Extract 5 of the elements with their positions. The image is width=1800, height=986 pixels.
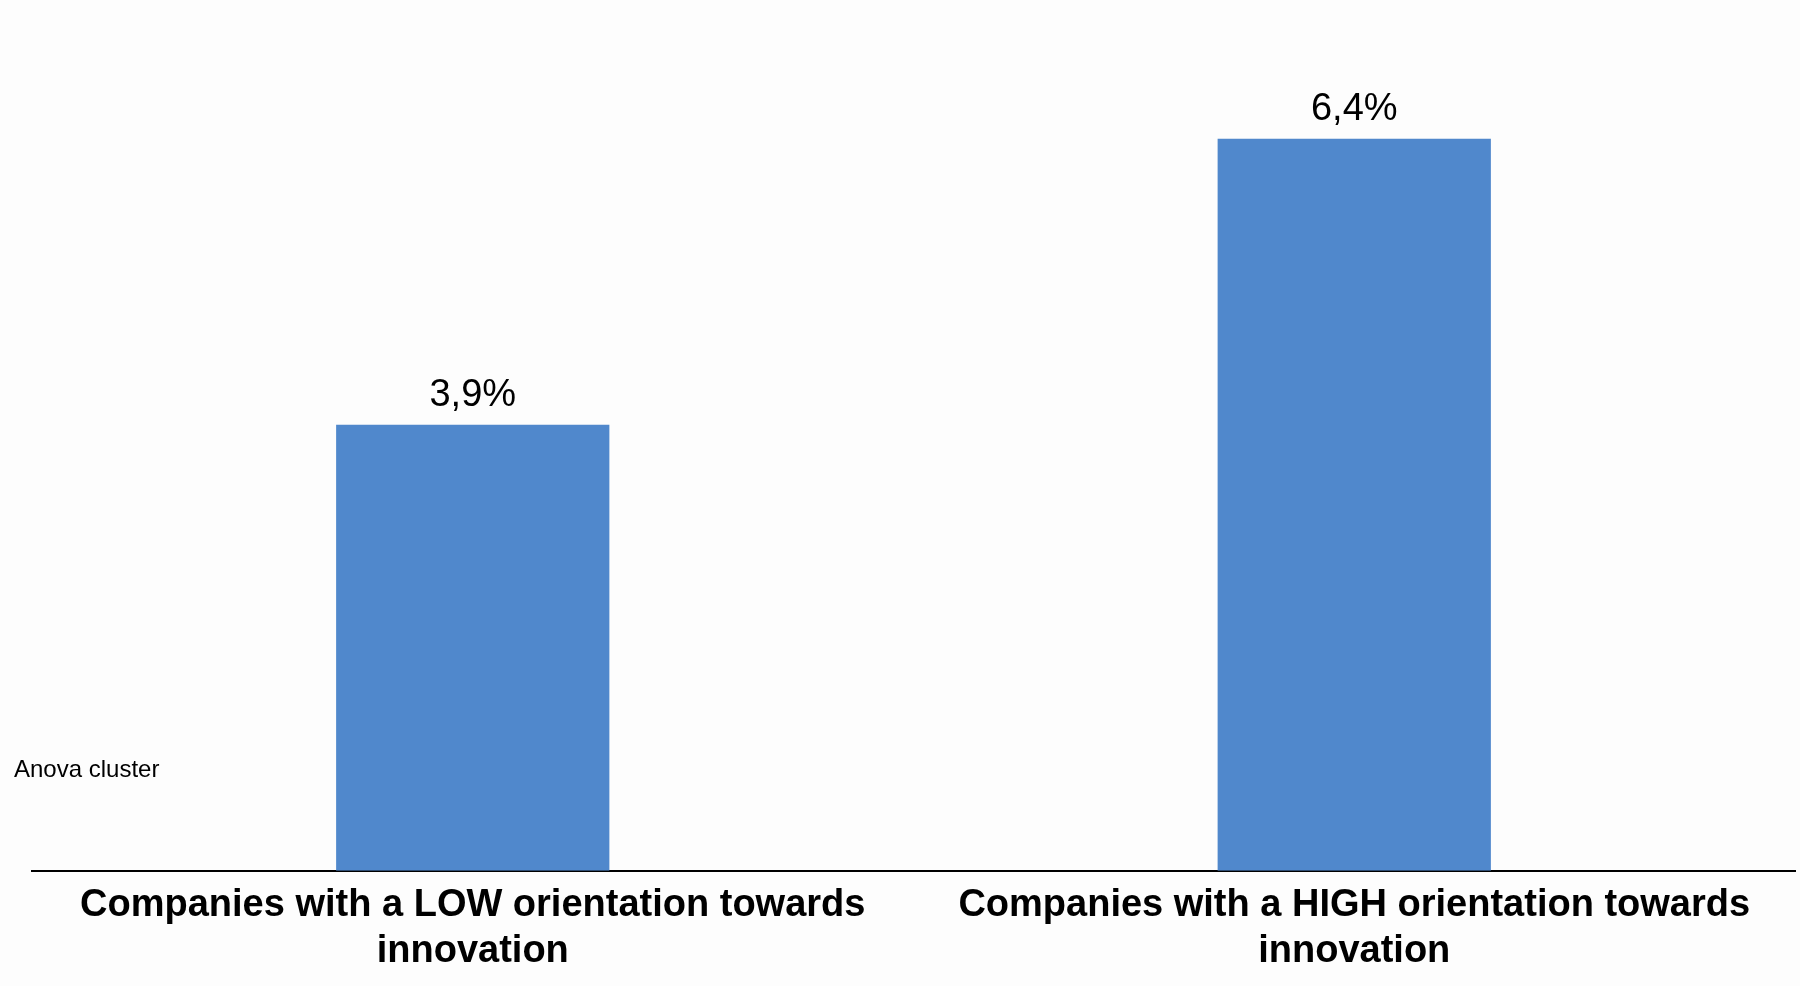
annotation: Anova cluster (14, 755, 160, 783)
x-tick-label: Companies with a LOW orientation towards innovation (80, 882, 866, 970)
x-tick-label: Companies with a HIGH orientation towards innovation (958, 882, 1751, 970)
data-label: 3,9% (429, 372, 517, 415)
data-label: 6,4% (1310, 86, 1398, 129)
